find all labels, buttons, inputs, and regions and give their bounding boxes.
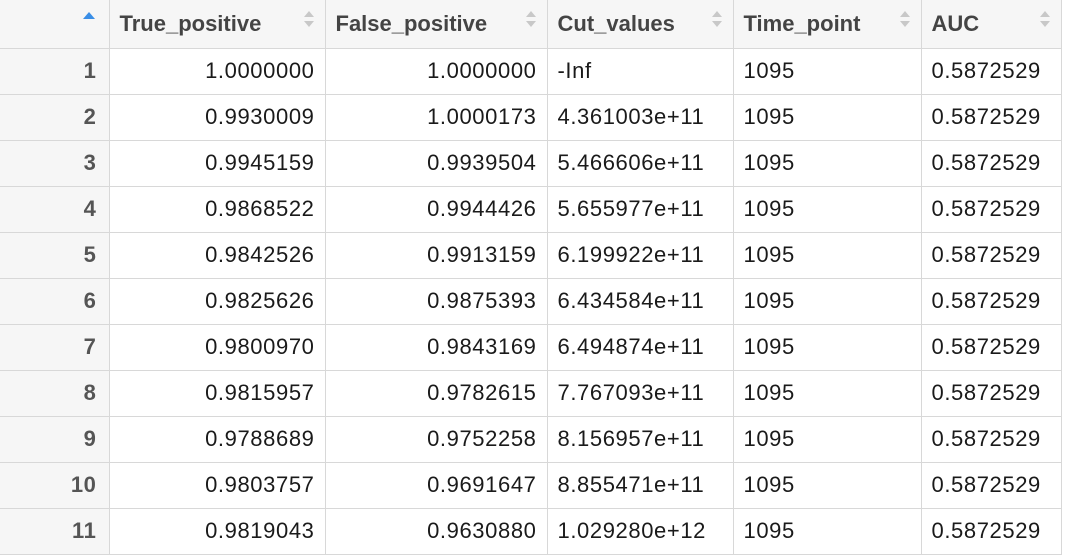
cell-auc: 0.5872529 bbox=[921, 48, 1062, 95]
cell-time-point: 1095 bbox=[733, 370, 922, 417]
table-row[interactable]: 8 0.9815957 0.9782615 7.767093e+11 1095 … bbox=[0, 370, 1062, 417]
table-row[interactable]: 10 0.9803757 0.9691647 8.855471e+11 1095… bbox=[0, 462, 1062, 509]
row-index: 9 bbox=[0, 416, 110, 463]
cell-false-positive: 0.9691647 bbox=[325, 462, 548, 509]
cell-cut-values: 8.855471e+11 bbox=[547, 462, 734, 509]
cell-true-positive: 0.9930009 bbox=[109, 94, 326, 141]
column-header-time-point[interactable]: Time_point bbox=[733, 0, 922, 49]
cell-auc: 0.5872529 bbox=[921, 462, 1062, 509]
column-header-auc[interactable]: AUC bbox=[921, 0, 1062, 49]
cell-true-positive: 0.9819043 bbox=[109, 508, 326, 555]
cell-false-positive: 1.0000000 bbox=[325, 48, 548, 95]
cell-time-point: 1095 bbox=[733, 48, 922, 95]
cell-false-positive: 0.9843169 bbox=[325, 324, 548, 371]
cell-auc: 0.5872529 bbox=[921, 416, 1062, 463]
cell-time-point: 1095 bbox=[733, 186, 922, 233]
row-index: 6 bbox=[0, 278, 110, 325]
table-row[interactable]: 4 0.9868522 0.9944426 5.655977e+11 1095 … bbox=[0, 186, 1062, 233]
cell-false-positive: 0.9913159 bbox=[325, 232, 548, 279]
header-row: True_positive False_positive Cut_values … bbox=[0, 0, 1062, 49]
cell-auc: 0.5872529 bbox=[921, 140, 1062, 187]
cell-false-positive: 0.9752258 bbox=[325, 416, 548, 463]
sort-ascending-icon[interactable] bbox=[82, 12, 95, 19]
cell-true-positive: 1.0000000 bbox=[109, 48, 326, 95]
cell-time-point: 1095 bbox=[733, 278, 922, 325]
cell-cut-values: 5.466606e+11 bbox=[547, 140, 734, 187]
cell-time-point: 1095 bbox=[733, 462, 922, 509]
cell-true-positive: 0.9803757 bbox=[109, 462, 326, 509]
row-index: 3 bbox=[0, 140, 110, 187]
cell-auc: 0.5872529 bbox=[921, 232, 1062, 279]
cell-cut-values: 6.199922e+11 bbox=[547, 232, 734, 279]
cell-cut-values: 4.361003e+11 bbox=[547, 94, 734, 141]
row-index: 4 bbox=[0, 186, 110, 233]
table-body: 1 1.0000000 1.0000000 -Inf 1095 0.587252… bbox=[0, 48, 1062, 555]
cell-true-positive: 0.9800970 bbox=[109, 324, 326, 371]
row-index: 7 bbox=[0, 324, 110, 371]
cell-false-positive: 0.9875393 bbox=[325, 278, 548, 325]
row-index: 11 bbox=[0, 508, 110, 555]
table-row[interactable]: 9 0.9788689 0.9752258 8.156957e+11 1095 … bbox=[0, 416, 1062, 463]
cell-auc: 0.5872529 bbox=[921, 324, 1062, 371]
cell-true-positive: 0.9945159 bbox=[109, 140, 326, 187]
cell-auc: 0.5872529 bbox=[921, 508, 1062, 555]
cell-cut-values: 7.767093e+11 bbox=[547, 370, 734, 417]
table-header: True_positive False_positive Cut_values … bbox=[0, 0, 1062, 49]
cell-false-positive: 0.9782615 bbox=[325, 370, 548, 417]
cell-true-positive: 0.9868522 bbox=[109, 186, 326, 233]
cell-true-positive: 0.9815957 bbox=[109, 370, 326, 417]
cell-false-positive: 0.9939504 bbox=[325, 140, 548, 187]
column-header-true-positive[interactable]: True_positive bbox=[109, 0, 326, 49]
table-row[interactable]: 1 1.0000000 1.0000000 -Inf 1095 0.587252… bbox=[0, 48, 1062, 95]
sort-arrows-icon[interactable] bbox=[303, 9, 315, 31]
cell-cut-values: 8.156957e+11 bbox=[547, 416, 734, 463]
column-header-cut-values[interactable]: Cut_values bbox=[547, 0, 734, 49]
cell-true-positive: 0.9842526 bbox=[109, 232, 326, 279]
table-row[interactable]: 3 0.9945159 0.9939504 5.466606e+11 1095 … bbox=[0, 140, 1062, 187]
column-header-false-positive[interactable]: False_positive bbox=[325, 0, 548, 49]
column-header-label: False_positive bbox=[335, 10, 488, 36]
row-index: 1 bbox=[0, 48, 110, 95]
row-index: 5 bbox=[0, 232, 110, 279]
cell-time-point: 1095 bbox=[733, 94, 922, 141]
table-row[interactable]: 11 0.9819043 0.9630880 1.029280e+12 1095… bbox=[0, 508, 1062, 555]
table-row[interactable]: 2 0.9930009 1.0000173 4.361003e+11 1095 … bbox=[0, 94, 1062, 141]
cell-false-positive: 0.9944426 bbox=[325, 186, 548, 233]
cell-time-point: 1095 bbox=[733, 416, 922, 463]
row-index: 8 bbox=[0, 370, 110, 417]
cell-cut-values: -Inf bbox=[547, 48, 734, 95]
cell-true-positive: 0.9825626 bbox=[109, 278, 326, 325]
cell-false-positive: 0.9630880 bbox=[325, 508, 548, 555]
column-header-label: True_positive bbox=[119, 10, 262, 36]
cell-cut-values: 6.494874e+11 bbox=[547, 324, 734, 371]
cell-time-point: 1095 bbox=[733, 140, 922, 187]
sort-arrows-icon[interactable] bbox=[1039, 9, 1051, 31]
cell-false-positive: 1.0000173 bbox=[325, 94, 548, 141]
table-row[interactable]: 5 0.9842526 0.9913159 6.199922e+11 1095 … bbox=[0, 232, 1062, 279]
column-header-label: Time_point bbox=[743, 10, 861, 36]
cell-time-point: 1095 bbox=[733, 508, 922, 555]
cell-time-point: 1095 bbox=[733, 324, 922, 371]
sort-arrows-icon[interactable] bbox=[899, 9, 911, 31]
row-index: 10 bbox=[0, 462, 110, 509]
cell-cut-values: 1.029280e+12 bbox=[547, 508, 734, 555]
row-index: 2 bbox=[0, 94, 110, 141]
cell-auc: 0.5872529 bbox=[921, 186, 1062, 233]
cell-auc: 0.5872529 bbox=[921, 278, 1062, 325]
column-header-label: AUC bbox=[931, 10, 980, 36]
column-header-label: Cut_values bbox=[557, 10, 675, 36]
sort-arrows-icon[interactable] bbox=[525, 9, 537, 31]
cell-cut-values: 6.434584e+11 bbox=[547, 278, 734, 325]
table-row[interactable]: 7 0.9800970 0.9843169 6.494874e+11 1095 … bbox=[0, 324, 1062, 371]
cell-true-positive: 0.9788689 bbox=[109, 416, 326, 463]
cell-auc: 0.5872529 bbox=[921, 370, 1062, 417]
cell-time-point: 1095 bbox=[733, 232, 922, 279]
cell-auc: 0.5872529 bbox=[921, 94, 1062, 141]
cell-cut-values: 5.655977e+11 bbox=[547, 186, 734, 233]
sort-arrows-icon[interactable] bbox=[711, 9, 723, 31]
index-column-header[interactable] bbox=[0, 0, 110, 49]
table-row[interactable]: 6 0.9825626 0.9875393 6.434584e+11 1095 … bbox=[0, 278, 1062, 325]
